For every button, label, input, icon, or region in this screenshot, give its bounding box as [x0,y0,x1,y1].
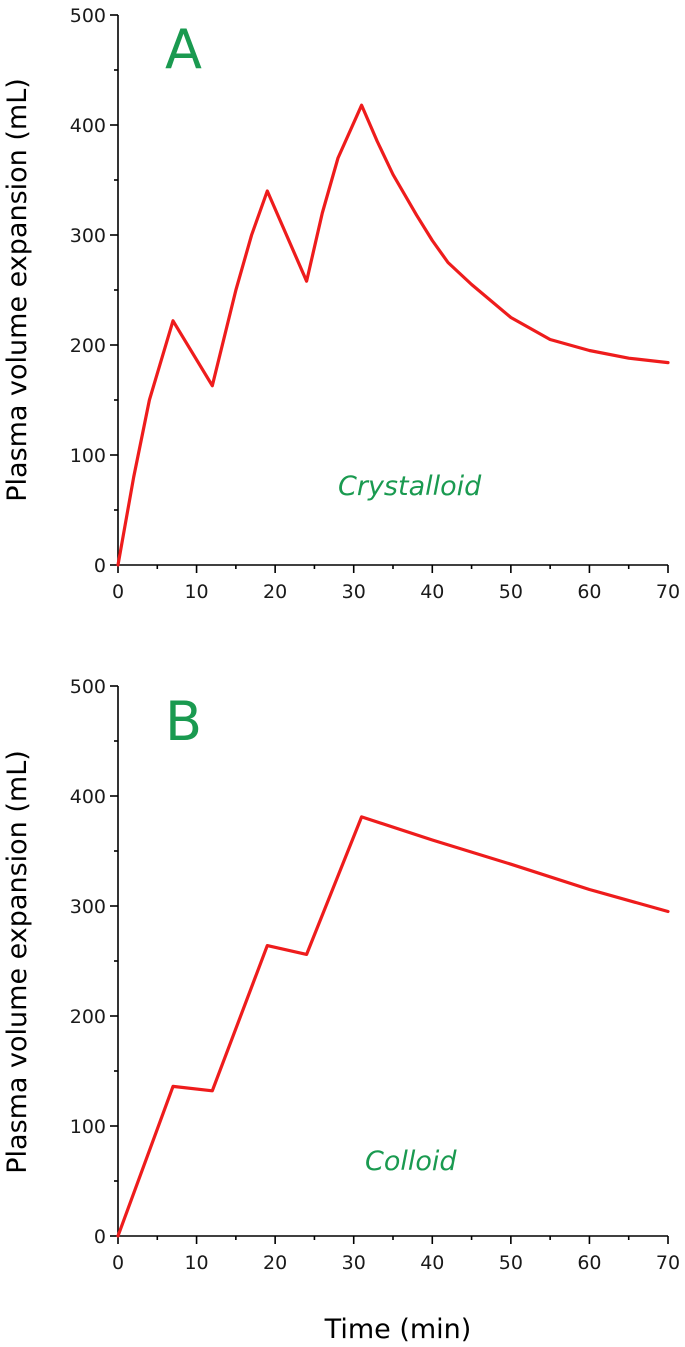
panel-b: Plasma volume expansion (mL) B Colloid T… [2,676,680,1345]
panel-b-y-tick-label: 300 [70,896,106,918]
panel-b-x-tick-label: 0 [112,1252,124,1274]
panel-b-annotation: Colloid [365,1146,457,1177]
panel-a-y-tick-label: 300 [70,225,106,247]
panel-b-y-axis-title: Plasma volume expansion (mL) [2,750,33,1174]
panel-a-annotation: Crystalloid [338,471,482,502]
panel-a-series-line [116,103,670,567]
panel-a-y-tick-label: 200 [70,335,106,357]
panel-a: Plasma volume expansion (mL) A Crystallo… [2,5,680,603]
panel-b-x-tick-label: 40 [420,1252,444,1274]
panel-a-x-tick-label: 50 [499,581,523,603]
panel-a-y-tick-label: 500 [70,5,106,27]
panel-b-x-tick-label: 70 [656,1252,680,1274]
panel-a-x-tick-label: 60 [577,581,601,603]
panel-a-x-tick-label: 40 [420,581,444,603]
panel-a-y-tick-label: 100 [70,445,106,467]
panel-b-series-line [116,815,670,1238]
panel-a-y-tick-label: 400 [70,115,106,137]
panel-b-x-tick-label: 60 [577,1252,601,1274]
panel-b-y-tick-label: 100 [70,1116,106,1138]
panel-a-y-tick-label: 0 [94,555,106,577]
panel-a-y-axis-title: Plasma volume expansion (mL) [2,78,33,502]
panel-a-x-tick-label: 30 [342,581,366,603]
panel-b-y-tick-label: 400 [70,786,106,808]
panel-a-x-tick-label: 20 [263,581,287,603]
panel-a-x-tick-label: 70 [656,581,680,603]
panel-b-x-tick-label: 50 [499,1252,523,1274]
panel-a-x-tick-label: 10 [184,581,208,603]
panel-a-x-tick-label: 0 [112,581,124,603]
panel-b-y-tick-label: 0 [94,1226,106,1248]
panel-b-y-tick-label: 500 [70,676,106,698]
panel-b-x-tick-label: 10 [184,1252,208,1274]
panel-b-y-tick-label: 200 [70,1006,106,1028]
panel-b-x-axis-title: Time (min) [324,1314,472,1345]
panel-b-x-tick-label: 30 [342,1252,366,1274]
panel-b-x-tick-label: 20 [263,1252,287,1274]
panel-a-letter: A [165,18,202,81]
panel-b-letter: B [165,690,202,753]
